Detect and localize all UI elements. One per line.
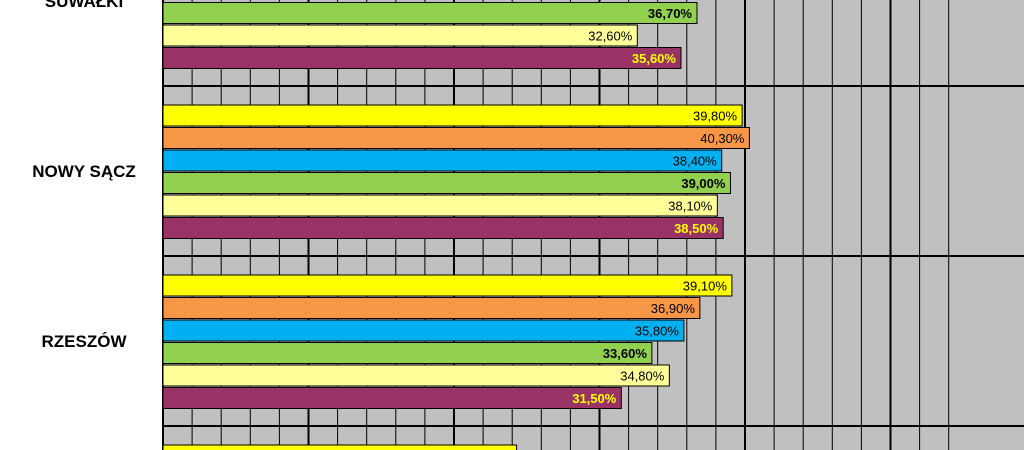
bars: 36,70% 32,60% 35,60% 39,80% 40,30% 38,40% 39,0… [162,2,750,450]
data-label: 35,60% [632,51,677,66]
category-label: SUWAŁKI [45,0,123,11]
bar [162,127,750,149]
bar [162,217,724,239]
data-label: 39,10% [683,279,728,294]
data-label: 38,50% [674,221,719,236]
bar [162,274,733,297]
data-label: 40,30% [700,131,745,146]
bar [162,2,698,24]
data-label: 38,10% [668,199,713,214]
category-label: NOWY SĄCZ [32,162,136,181]
bar [162,364,670,387]
category-labels: SUWAŁKI NOWY SĄCZ RZESZÓW [32,0,136,351]
bar [162,342,653,364]
bar [162,47,682,69]
data-label: 32,60% [588,29,633,44]
bar [162,194,718,217]
bar [162,149,723,172]
bar [162,24,638,47]
data-label: 35,80% [635,324,680,339]
data-label: 24,30% [467,449,512,450]
bar [162,104,743,127]
data-label: 31,50% [572,391,617,406]
bar [162,172,731,194]
bar [162,319,685,342]
bar [162,387,622,409]
data-label: 36,70% [648,6,693,21]
category-label: RZESZÓW [42,332,128,351]
data-label: 36,90% [651,301,696,316]
data-label: 34,80% [620,369,665,384]
data-label: 39,80% [693,109,738,124]
bar [162,444,518,450]
data-label: 39,00% [681,176,726,191]
data-label: 33,60% [603,346,648,361]
bar [162,297,701,319]
data-label: 38,40% [673,154,718,169]
